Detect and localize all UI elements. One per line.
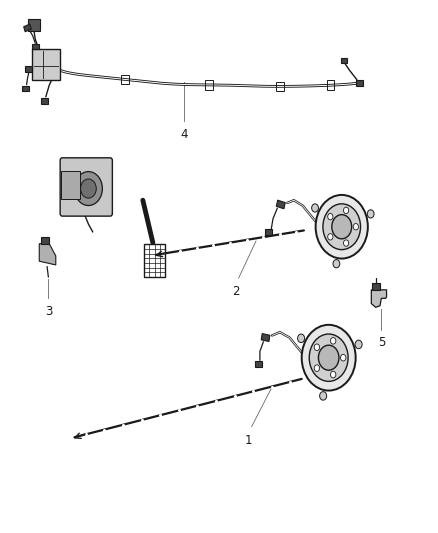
Circle shape [332,215,352,239]
Text: 3: 3 [45,305,52,318]
Circle shape [314,344,320,351]
Bar [25,66,32,72]
Bar [372,284,380,290]
Bar [276,200,285,209]
Bar [205,80,212,90]
Bar [32,44,39,50]
Circle shape [343,207,349,214]
Circle shape [318,345,339,370]
Circle shape [331,337,336,344]
Circle shape [316,195,368,259]
Bar [22,86,28,91]
Circle shape [323,204,360,249]
Polygon shape [371,290,387,308]
Bar [261,334,270,342]
Bar [341,58,347,63]
Bar [254,361,261,367]
Circle shape [328,213,333,220]
Bar [121,75,129,84]
Circle shape [341,354,346,361]
Bar [326,80,334,90]
Circle shape [81,179,96,198]
Circle shape [314,365,320,372]
Circle shape [343,240,349,246]
Circle shape [320,392,327,400]
Bar [24,24,31,32]
Bar [28,19,40,31]
Circle shape [331,372,336,378]
Circle shape [309,334,348,382]
Polygon shape [39,244,56,265]
Circle shape [312,204,318,212]
Circle shape [367,210,374,218]
Text: 5: 5 [378,336,385,350]
Bar [42,98,48,104]
Circle shape [333,260,340,268]
Bar [41,237,49,244]
Text: 1: 1 [245,433,252,447]
Bar [276,82,284,91]
FancyBboxPatch shape [60,158,113,216]
FancyBboxPatch shape [61,171,80,199]
FancyBboxPatch shape [32,49,60,80]
Circle shape [355,340,362,349]
Text: 2: 2 [232,285,239,298]
Circle shape [328,233,333,240]
Circle shape [302,325,356,391]
Bar [265,229,272,235]
Circle shape [353,223,358,230]
Bar [356,80,363,86]
Circle shape [297,334,304,343]
Circle shape [74,172,102,206]
Text: 4: 4 [180,127,188,141]
